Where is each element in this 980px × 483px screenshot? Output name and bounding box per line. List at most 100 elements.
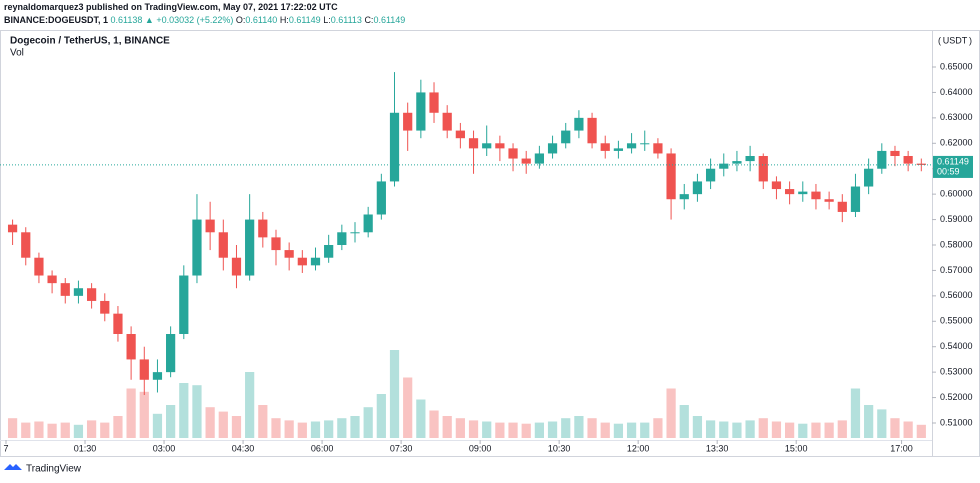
y-tick-label: 0.60000	[940, 189, 973, 199]
last-price-box	[933, 155, 973, 178]
candle-body	[126, 333, 136, 360]
volume-bar	[7, 418, 18, 438]
candle-body	[613, 148, 624, 151]
volume-bar	[271, 418, 281, 438]
chart-title: Dogecoin / TetherUS, 1, BINANCE	[10, 36, 170, 47]
volume-bar	[100, 422, 110, 438]
candle-body	[231, 257, 242, 276]
candle-body	[113, 313, 123, 334]
volume-bar	[324, 420, 334, 438]
y-tick-label: 0.56000	[940, 290, 973, 300]
volume-bar	[455, 418, 465, 438]
candle-body	[271, 237, 281, 251]
volume-bar	[732, 422, 742, 438]
volume-bar	[811, 422, 821, 438]
volume-bar	[600, 422, 610, 438]
ohlc-value: 0.61149	[373, 15, 406, 25]
candle-body	[455, 130, 465, 139]
paren: )	[969, 35, 972, 45]
candle-body	[508, 148, 518, 159]
ohlc-value: 0.61113	[330, 15, 362, 25]
volume-bar	[561, 418, 571, 438]
candle-body	[495, 143, 505, 149]
volume-label: Vol	[10, 48, 24, 59]
volume-bar	[245, 372, 255, 438]
volume-bar	[284, 420, 294, 438]
paren: (	[938, 35, 941, 45]
candle-body	[245, 219, 255, 276]
candle-body	[758, 156, 768, 182]
volume-bar	[376, 394, 386, 438]
volume-bar	[416, 399, 426, 438]
volume-bar	[113, 416, 123, 438]
candle-body	[916, 163, 926, 165]
volume-bar	[139, 391, 149, 438]
ohlc-label: C:	[364, 15, 374, 25]
countdown: 00:59	[937, 166, 960, 176]
candle-body	[534, 153, 544, 164]
volume-bar	[231, 416, 242, 438]
candle-body	[442, 112, 452, 131]
volume-bar	[877, 409, 887, 438]
candle-body	[403, 112, 413, 131]
candle-body	[561, 130, 571, 144]
volume-bar	[587, 418, 597, 438]
volume-bar	[297, 422, 307, 438]
y-tick-label: 0.62000	[940, 138, 973, 148]
volume-bar	[86, 420, 97, 438]
candle-body	[692, 181, 703, 195]
ohlc-label: O:	[235, 15, 246, 25]
volume-bar	[258, 405, 268, 438]
x-tick-label: 06:00	[311, 443, 334, 453]
volume-bar	[363, 407, 373, 438]
candle-body	[547, 143, 558, 154]
candle-body	[771, 181, 782, 190]
candle-body	[890, 150, 900, 157]
candle-body	[47, 275, 57, 284]
volume-bar	[534, 422, 544, 438]
candle-body	[350, 232, 360, 234]
volume-bar	[126, 388, 136, 438]
candle-body	[850, 186, 861, 212]
candle-body	[521, 158, 531, 164]
symbol: BINANCE:DOGEUSDT, 1	[4, 15, 109, 25]
volume-bar	[310, 421, 321, 438]
volume-bar	[692, 416, 703, 438]
candle-body	[468, 138, 479, 149]
candle-body	[297, 257, 307, 266]
candle-body	[877, 150, 887, 169]
y-tick-label: 0.65000	[940, 61, 973, 71]
volume-bar	[626, 422, 637, 438]
candle-body	[640, 143, 650, 145]
candle-body	[337, 232, 347, 246]
volume-bar	[758, 418, 768, 438]
ohlc-label: H:	[279, 15, 289, 25]
volume-bar	[495, 422, 505, 438]
y-tick-label: 0.55000	[940, 316, 973, 326]
volume-bar	[34, 421, 44, 438]
y-tick-label: 0.64000	[940, 87, 973, 97]
change: ▲ +0.03032 (+5.22%)	[144, 15, 234, 25]
y-tick-label: 0.51000	[940, 417, 973, 427]
candle-body	[429, 92, 439, 113]
candle-body	[666, 153, 676, 200]
x-tick-label: 03:00	[153, 443, 176, 453]
x-tick-label: 15:00	[785, 443, 808, 453]
x-tick-label: 10:30	[548, 443, 571, 453]
candle-body	[139, 359, 149, 380]
volume-bar	[824, 422, 834, 438]
candle-body	[864, 168, 874, 187]
y-tick-label: 0.52000	[940, 392, 973, 402]
volume-bar	[798, 423, 808, 438]
candle-body	[482, 143, 492, 149]
candle-body	[34, 257, 44, 276]
y-tick-label: 0.63000	[940, 112, 973, 122]
volume-bar	[403, 377, 413, 438]
brand-logo	[4, 464, 22, 470]
volume-bar	[192, 385, 202, 438]
volume-bar	[73, 424, 84, 438]
candle-body	[653, 143, 663, 154]
candle-body	[785, 189, 795, 195]
